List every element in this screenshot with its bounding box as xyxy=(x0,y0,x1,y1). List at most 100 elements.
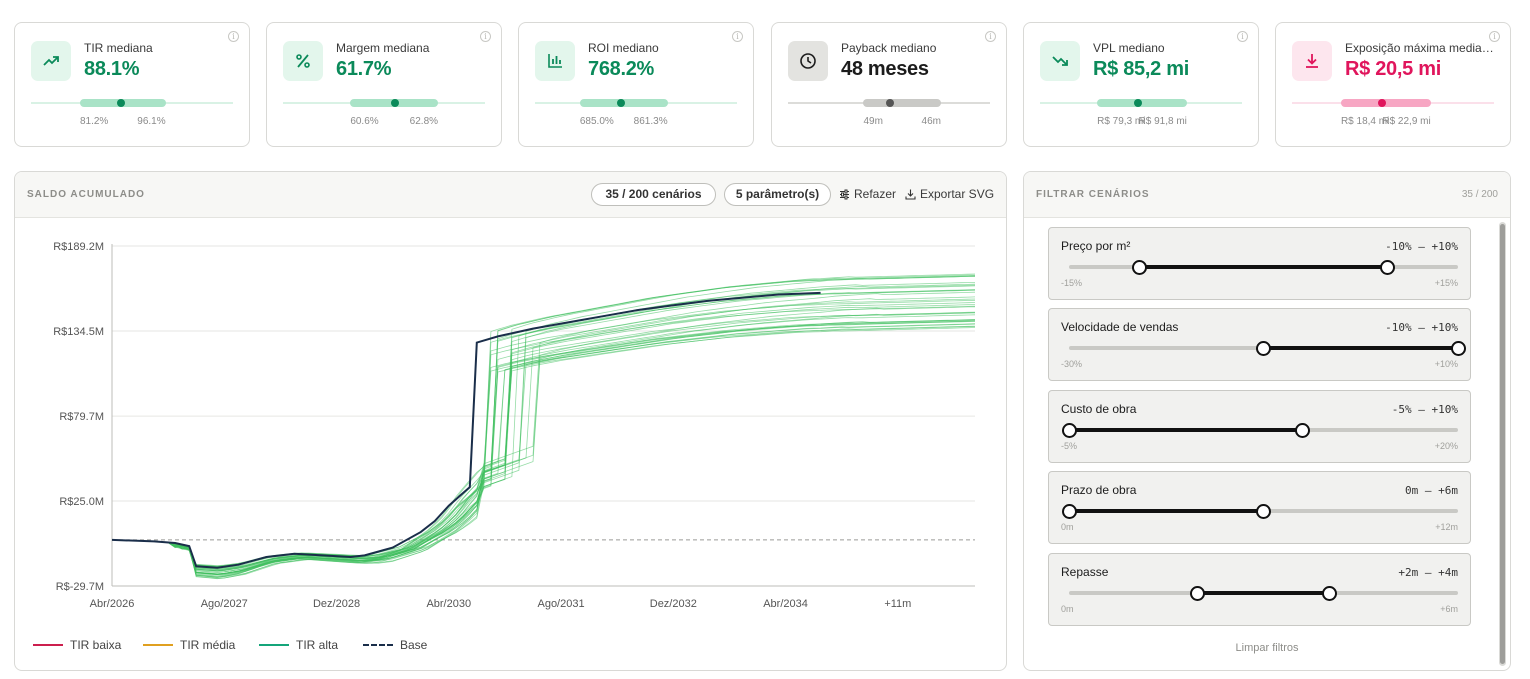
legend-swatch xyxy=(363,644,393,646)
kpi-range-high: 96.1% xyxy=(137,116,166,127)
info-icon[interactable]: i xyxy=(228,31,239,42)
redo-label: Refazer xyxy=(854,187,897,201)
slider-thumb-min[interactable] xyxy=(1256,341,1271,356)
filter-panel-header: FILTRAR CENÁRIOS 35 / 200 xyxy=(1024,172,1510,218)
download-icon xyxy=(905,189,916,200)
export-svg-button[interactable]: Exportar SVG xyxy=(905,187,994,201)
y-tick-label: R$-29.7M xyxy=(56,581,104,593)
kpi-card-margem: i Margem mediana 61.7% 60.6% 62.8% xyxy=(266,22,502,147)
scenario-line xyxy=(111,283,976,570)
slider-thumb-min[interactable] xyxy=(1189,586,1205,601)
scenarios-count-pill[interactable]: 35 / 200 cenários xyxy=(591,183,716,206)
trend-down-icon xyxy=(1052,56,1068,66)
sliders-icon xyxy=(840,189,849,199)
scenario-line xyxy=(111,285,976,568)
info-icon[interactable]: i xyxy=(480,31,491,42)
kpi-icon-box xyxy=(1292,41,1332,81)
filter-range-value: +2m – +4m xyxy=(1398,566,1458,579)
slider-max-label: +6m xyxy=(1440,604,1458,614)
kpi-row: i TIR mediana 88.1% 81.2% 96.1% i Margem… xyxy=(14,22,1511,147)
slider-thumb-min[interactable] xyxy=(1061,504,1077,519)
kpi-label: Exposição máxima media… xyxy=(1345,41,1494,55)
x-tick-label: +11m xyxy=(884,598,911,610)
slider-thumb-max[interactable] xyxy=(1380,260,1396,275)
legend-item-tir-alta[interactable]: TIR alta xyxy=(259,638,338,652)
scrollbar-thumb[interactable] xyxy=(1500,224,1505,664)
slider-max-label: +12m xyxy=(1435,522,1458,532)
y-tick-label: R$79.7M xyxy=(59,411,104,423)
kpi-median-marker xyxy=(1377,99,1386,107)
redo-button[interactable]: Refazer xyxy=(839,187,896,201)
kpi-range-low: 49m xyxy=(863,116,883,127)
x-tick-label: Abr/2034 xyxy=(763,598,808,610)
legend-item-tir-media[interactable]: TIR média xyxy=(143,638,235,652)
percent-icon xyxy=(296,54,310,68)
y-tick-label: R$189.2M xyxy=(53,241,104,253)
slider-min-label: 0m xyxy=(1061,604,1074,614)
filter-name: Repasse xyxy=(1061,565,1109,579)
kpi-value: 61.7% xyxy=(336,58,392,80)
kpi-label: VPL mediano xyxy=(1093,41,1165,55)
kpi-icon-box xyxy=(535,41,575,81)
kpi-value: 88.1% xyxy=(84,58,140,80)
filter-card-custo: Custo de obra -5% – +10% -5% +20% xyxy=(1048,390,1471,463)
kpi-median-marker xyxy=(1133,99,1142,107)
slider-thumb-min[interactable] xyxy=(1131,260,1147,275)
y-tick-label: R$25.0M xyxy=(59,496,104,508)
filter-range-value: -10% – +10% xyxy=(1385,240,1458,253)
slider-active-range xyxy=(1263,346,1458,350)
kpi-range-band xyxy=(1097,99,1187,107)
kpi-median-marker xyxy=(116,99,125,107)
slider-active-range xyxy=(1069,428,1303,432)
kpi-value: 768.2% xyxy=(588,58,655,80)
info-icon[interactable]: i xyxy=(1237,31,1248,42)
kpi-card-tir: i TIR mediana 88.1% 81.2% 96.1% xyxy=(14,22,250,147)
slider-thumb-min[interactable] xyxy=(1061,423,1077,438)
legend-swatch xyxy=(143,644,173,646)
kpi-range-low: 60.6% xyxy=(350,116,379,127)
kpi-card-roi: i ROI mediano 768.2% 685.0% 861.3% xyxy=(518,22,754,147)
kpi-range-band xyxy=(1340,99,1431,107)
slider-active-range xyxy=(1139,265,1388,269)
kpi-label: Payback mediano xyxy=(841,41,937,55)
info-icon[interactable]: i xyxy=(732,31,743,42)
slider-thumb-max[interactable] xyxy=(1322,586,1338,601)
kpi-label: TIR mediana xyxy=(84,41,153,55)
slider-thumb-max[interactable] xyxy=(1294,423,1310,438)
scenario-line xyxy=(111,305,976,572)
filter-panel-title: FILTRAR CENÁRIOS xyxy=(1036,189,1150,200)
legend-item-base[interactable]: Base xyxy=(363,638,427,652)
scenario-line xyxy=(111,302,976,578)
median-line xyxy=(111,291,821,569)
chart-panel-header: SALDO ACUMULADO 35 / 200 cenários 5 parâ… xyxy=(15,172,1006,218)
info-icon[interactable]: i xyxy=(985,31,996,42)
scenario-line xyxy=(111,320,976,575)
slider-active-range xyxy=(1197,591,1330,595)
scenario-line xyxy=(111,291,976,580)
scenario-line xyxy=(111,326,976,573)
legend-item-tir-baixa[interactable]: TIR baixa xyxy=(33,638,121,652)
filter-range-value: 0m – +6m xyxy=(1405,484,1458,497)
kpi-range-low: R$ 18,4 mi xyxy=(1340,116,1390,127)
kpi-icon-box xyxy=(31,41,71,81)
x-tick-label: Abr/2030 xyxy=(426,598,471,610)
filter-name: Custo de obra xyxy=(1061,402,1137,416)
clear-filters-link[interactable]: Limpar filtros xyxy=(1235,642,1299,654)
legend-swatch xyxy=(259,644,289,646)
scenario-line xyxy=(111,311,976,567)
params-count-pill[interactable]: 5 parâmetro(s) xyxy=(724,183,831,206)
slider-thumb-max[interactable] xyxy=(1450,341,1466,356)
legend-label: TIR média xyxy=(180,638,236,652)
x-tick-label: Dez/2032 xyxy=(650,598,697,610)
kpi-range-low: R$ 79,3 mi xyxy=(1097,116,1146,127)
slider-max-label: +20% xyxy=(1434,441,1458,451)
filter-scenarios-panel: FILTRAR CENÁRIOS 35 / 200 Preço por m² -… xyxy=(1023,171,1511,671)
scenario-line xyxy=(111,312,976,572)
scenario-line xyxy=(111,275,976,569)
scenario-line xyxy=(111,327,976,567)
slider-max-label: +10% xyxy=(1434,359,1458,369)
kpi-median-marker xyxy=(391,99,400,107)
slider-thumb-max[interactable] xyxy=(1256,504,1271,519)
scenario-line xyxy=(111,306,976,575)
info-icon[interactable]: i xyxy=(1489,31,1500,42)
